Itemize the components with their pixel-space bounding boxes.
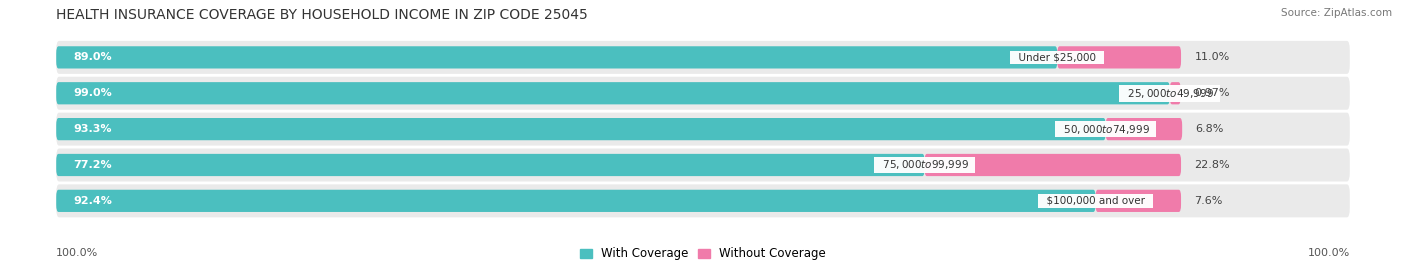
Text: 100.0%: 100.0%	[1308, 248, 1350, 258]
FancyBboxPatch shape	[56, 148, 1350, 182]
FancyBboxPatch shape	[56, 190, 1095, 212]
Text: Under $25,000: Under $25,000	[1012, 52, 1102, 62]
Text: 77.2%: 77.2%	[73, 160, 111, 170]
Text: 7.6%: 7.6%	[1195, 196, 1223, 206]
FancyBboxPatch shape	[56, 113, 1350, 146]
Text: Source: ZipAtlas.com: Source: ZipAtlas.com	[1281, 8, 1392, 18]
FancyBboxPatch shape	[1105, 118, 1182, 140]
Text: 6.8%: 6.8%	[1195, 124, 1225, 134]
FancyBboxPatch shape	[56, 46, 1057, 69]
FancyBboxPatch shape	[56, 184, 1350, 217]
Text: 92.4%: 92.4%	[73, 196, 112, 206]
FancyBboxPatch shape	[1095, 190, 1181, 212]
Text: 99.0%: 99.0%	[73, 88, 112, 98]
FancyBboxPatch shape	[1057, 46, 1181, 69]
Text: 11.0%: 11.0%	[1195, 52, 1230, 62]
FancyBboxPatch shape	[56, 82, 1170, 104]
FancyBboxPatch shape	[56, 77, 1350, 110]
Text: $50,000 to $74,999: $50,000 to $74,999	[1057, 123, 1154, 136]
Legend: With Coverage, Without Coverage: With Coverage, Without Coverage	[579, 247, 827, 260]
Text: $75,000 to $99,999: $75,000 to $99,999	[876, 158, 973, 171]
Text: 0.97%: 0.97%	[1194, 88, 1230, 98]
Text: 93.3%: 93.3%	[73, 124, 111, 134]
FancyBboxPatch shape	[56, 41, 1350, 74]
FancyBboxPatch shape	[56, 118, 1105, 140]
Text: 22.8%: 22.8%	[1195, 160, 1230, 170]
FancyBboxPatch shape	[56, 154, 925, 176]
Text: $100,000 and over: $100,000 and over	[1040, 196, 1152, 206]
FancyBboxPatch shape	[1170, 82, 1181, 104]
Text: 100.0%: 100.0%	[56, 248, 98, 258]
Text: $25,000 to $49,999: $25,000 to $49,999	[1122, 87, 1218, 100]
Text: 89.0%: 89.0%	[73, 52, 111, 62]
Text: HEALTH INSURANCE COVERAGE BY HOUSEHOLD INCOME IN ZIP CODE 25045: HEALTH INSURANCE COVERAGE BY HOUSEHOLD I…	[56, 8, 588, 22]
FancyBboxPatch shape	[925, 154, 1181, 176]
